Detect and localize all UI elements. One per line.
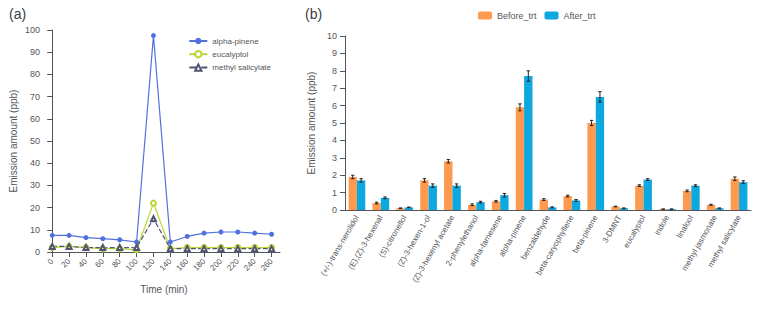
- svg-text:methyl salicylate: methyl salicylate: [706, 213, 743, 269]
- svg-text:240: 240: [242, 256, 258, 272]
- svg-text:20: 20: [60, 256, 73, 269]
- svg-text:40: 40: [76, 256, 89, 269]
- svg-text:0: 0: [35, 247, 40, 257]
- svg-text:90: 90: [30, 47, 40, 57]
- svg-text:eucalyptol: eucalyptol: [622, 214, 648, 250]
- svg-text:7: 7: [332, 83, 337, 93]
- svg-text:4: 4: [332, 135, 337, 145]
- svg-text:1: 1: [332, 188, 337, 198]
- svg-text:80: 80: [30, 69, 40, 79]
- svg-text:140: 140: [158, 256, 174, 272]
- svg-text:40: 40: [30, 158, 40, 168]
- svg-text:2-phenylethanol: 2-phenylethanol: [444, 213, 481, 268]
- svg-text:(+/-)-trans-nerolidol: (+/-)-trans-nerolidol: [319, 213, 361, 278]
- svg-text:10: 10: [30, 225, 40, 235]
- svg-text:80: 80: [110, 256, 123, 269]
- svg-text:alpha-farnesene: alpha-farnesene: [467, 213, 504, 268]
- svg-text:indole: indole: [653, 213, 672, 236]
- svg-text:3-DMNT: 3-DMNT: [601, 214, 624, 245]
- svg-text:60: 60: [93, 256, 106, 269]
- svg-text:3: 3: [332, 153, 337, 163]
- svg-text:5: 5: [332, 118, 337, 128]
- svg-text:(b): (b): [305, 6, 322, 22]
- svg-text:20: 20: [30, 203, 40, 213]
- svg-text:methyl jasmonate: methyl jasmonate: [680, 213, 720, 273]
- svg-text:9: 9: [332, 48, 337, 58]
- svg-text:Before_trt: Before_trt: [497, 11, 537, 21]
- svg-text:8: 8: [332, 66, 337, 76]
- svg-text:(S)-citronellol: (S)-citronellol: [377, 213, 409, 259]
- svg-text:200: 200: [208, 256, 224, 272]
- svg-text:beta-pinene: beta-pinene: [571, 213, 600, 255]
- svg-text:100: 100: [124, 256, 140, 272]
- svg-text:30: 30: [30, 180, 40, 190]
- svg-text:Emission amount (ppb): Emission amount (ppb): [306, 72, 317, 175]
- svg-text:160: 160: [175, 256, 191, 272]
- svg-text:beta-caryophyllene: beta-caryophyllene: [534, 213, 576, 276]
- svg-text:alpha-pinene: alpha-pinene: [212, 37, 259, 46]
- svg-text:0: 0: [332, 205, 337, 215]
- svg-text:100: 100: [25, 25, 40, 35]
- svg-text:220: 220: [225, 256, 241, 272]
- svg-text:(E),(Z)-3-hexenal: (E),(Z)-3-hexenal: [347, 214, 385, 271]
- svg-text:260: 260: [259, 256, 275, 272]
- svg-text:0: 0: [46, 256, 56, 266]
- svg-text:eucalyptol: eucalyptol: [212, 50, 248, 59]
- svg-text:50: 50: [30, 136, 40, 146]
- svg-text:10: 10: [327, 31, 337, 41]
- svg-text:180: 180: [191, 256, 207, 272]
- svg-text:(Z)-3-hexenyl acetate: (Z)-3-hexenyl acetate: [411, 213, 457, 284]
- svg-text:benzaldehyde: benzaldehyde: [519, 213, 552, 262]
- svg-text:alpha-pinene: alpha-pinene: [497, 213, 528, 259]
- svg-text:(Z)-3-hexen-1-ol: (Z)-3-hexen-1-ol: [395, 213, 433, 269]
- svg-text:70: 70: [30, 92, 40, 102]
- svg-text:Emission amount (ppb): Emission amount (ppb): [8, 90, 19, 193]
- svg-text:2: 2: [332, 170, 337, 180]
- svg-text:After_trt: After_trt: [564, 11, 597, 21]
- svg-text:60: 60: [30, 114, 40, 124]
- svg-text:(a): (a): [9, 6, 26, 22]
- svg-text:6: 6: [332, 101, 337, 111]
- svg-text:linalool: linalool: [675, 214, 695, 240]
- svg-text:120: 120: [141, 256, 157, 272]
- svg-text:Time (min): Time (min): [140, 284, 187, 295]
- svg-text:methyl salicylate: methyl salicylate: [212, 63, 271, 72]
